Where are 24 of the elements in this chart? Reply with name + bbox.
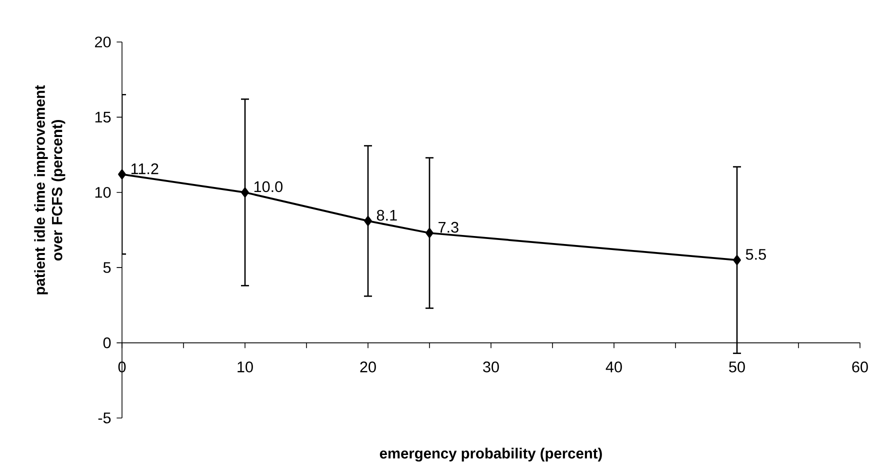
point — [426, 228, 434, 238]
point — [364, 216, 372, 226]
data-label: 5.5 — [746, 249, 766, 260]
y-tick-label: 15 — [95, 112, 111, 123]
x-axis-title: emergency probability (percent) — [380, 448, 602, 462]
point — [118, 169, 126, 180]
x-tick-label: 50 — [729, 362, 745, 372]
y-tick-label: -5 — [98, 412, 111, 424]
x-tick-label: 30 — [483, 362, 499, 372]
point — [733, 255, 741, 266]
y-axis-title: patient idle time improvement over FCFS (percent) — [34, 85, 66, 294]
data-label: 8.1 — [376, 210, 397, 221]
data-label: 11.2 — [131, 163, 158, 174]
y-tick-label: 10 — [95, 186, 111, 198]
x-tick-label: 20 — [360, 362, 376, 372]
x-tick-label: 60 — [852, 362, 868, 372]
data-label: 10.0 — [254, 181, 283, 192]
x-tick-label: 10 — [238, 362, 253, 372]
point — [241, 187, 249, 198]
x-tick-label: 40 — [606, 362, 622, 372]
y-tick-label: 0 — [103, 337, 111, 348]
y-tick-label: 5 — [103, 262, 111, 273]
data-label: 7.3 — [438, 222, 458, 233]
y-tick-label: 20 — [95, 36, 111, 48]
